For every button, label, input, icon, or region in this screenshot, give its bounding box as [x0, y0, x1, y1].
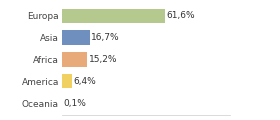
Text: 15,2%: 15,2% [88, 55, 117, 64]
Text: 6,4%: 6,4% [74, 77, 96, 86]
Bar [62, 30, 90, 45]
Text: 16,7%: 16,7% [91, 33, 120, 42]
Bar [62, 74, 72, 88]
Text: 61,6%: 61,6% [166, 11, 195, 20]
Bar [62, 52, 87, 66]
Bar [62, 9, 165, 23]
Text: 0,1%: 0,1% [63, 99, 86, 108]
